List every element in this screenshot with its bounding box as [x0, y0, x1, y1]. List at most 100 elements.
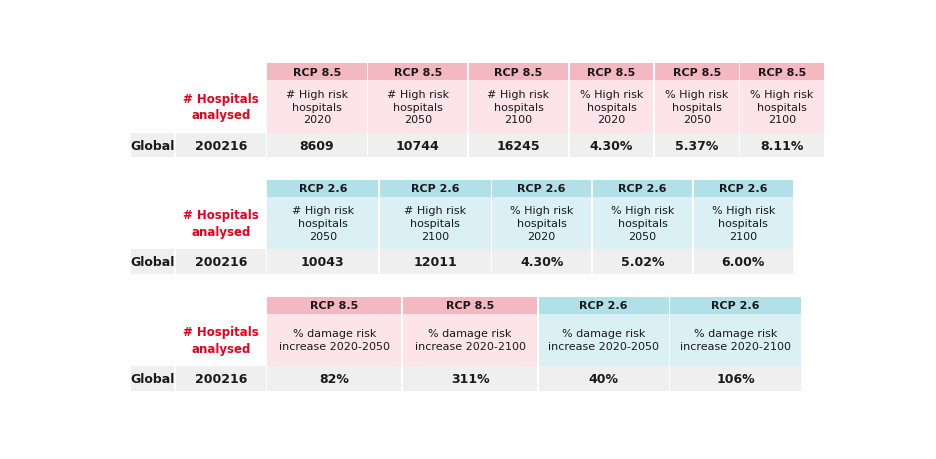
Bar — [368, 64, 467, 81]
Bar — [538, 314, 669, 366]
Bar — [131, 366, 174, 391]
Text: % damage risk
increase 2020-2050: % damage risk increase 2020-2050 — [548, 329, 659, 352]
Text: 12011: 12011 — [414, 255, 457, 268]
Text: RCP 2.6: RCP 2.6 — [719, 184, 768, 194]
Bar — [176, 314, 266, 366]
Bar — [694, 250, 793, 274]
Text: # High risk
hospitals
2050: # High risk hospitals 2050 — [292, 206, 354, 241]
Bar — [368, 134, 467, 158]
Text: % damage risk
increase 2020-2100: % damage risk increase 2020-2100 — [415, 329, 525, 352]
Text: 106%: 106% — [716, 372, 754, 385]
Text: % damage risk
increase 2020-2050: % damage risk increase 2020-2050 — [279, 329, 390, 352]
Bar — [592, 250, 692, 274]
Text: % High risk
hospitals
2050: % High risk hospitals 2050 — [611, 206, 674, 241]
Bar — [380, 180, 490, 197]
Bar — [131, 250, 174, 274]
Bar — [176, 297, 266, 314]
Bar — [403, 297, 537, 314]
Bar — [268, 197, 378, 250]
Bar — [469, 64, 568, 81]
Text: 8609: 8609 — [300, 139, 334, 152]
Bar — [268, 64, 367, 81]
Text: 200216: 200216 — [195, 255, 247, 268]
Text: RCP 8.5: RCP 8.5 — [758, 68, 806, 78]
Bar — [176, 81, 266, 134]
Text: 6.00%: 6.00% — [722, 255, 765, 268]
Text: Global: Global — [130, 372, 175, 385]
Text: Global: Global — [130, 255, 175, 268]
Bar — [694, 180, 793, 197]
Text: RCP 8.5: RCP 8.5 — [587, 68, 636, 78]
Bar — [268, 314, 402, 366]
Text: 5.37%: 5.37% — [675, 139, 719, 152]
Text: # High risk
hospitals
2020: # High risk hospitals 2020 — [285, 90, 348, 125]
Text: % High risk
hospitals
2020: % High risk hospitals 2020 — [510, 206, 574, 241]
Bar — [380, 197, 490, 250]
Text: Global: Global — [130, 139, 175, 152]
Bar — [670, 366, 800, 391]
Bar — [176, 64, 266, 81]
Bar — [268, 250, 378, 274]
Text: 82%: 82% — [319, 372, 349, 385]
Text: 8.11%: 8.11% — [760, 139, 804, 152]
Text: # Hospitals
analysed: # Hospitals analysed — [183, 93, 258, 122]
Text: RCP 2.6: RCP 2.6 — [411, 184, 460, 194]
Text: RCP 8.5: RCP 8.5 — [310, 301, 358, 311]
Text: 4.30%: 4.30% — [590, 139, 633, 152]
Text: # Hospitals
analysed: # Hospitals analysed — [183, 325, 258, 355]
Bar — [694, 197, 793, 250]
Text: RCP 2.6: RCP 2.6 — [618, 184, 666, 194]
Text: RCP 8.5: RCP 8.5 — [393, 68, 442, 78]
Bar — [469, 81, 568, 134]
Text: # High risk
hospitals
2050: # High risk hospitals 2050 — [387, 90, 448, 125]
Text: # High risk
hospitals
2100: # High risk hospitals 2100 — [488, 90, 549, 125]
Text: RCP 2.6: RCP 2.6 — [711, 301, 760, 311]
Bar — [670, 314, 800, 366]
Text: % High risk
hospitals
2050: % High risk hospitals 2050 — [665, 90, 728, 125]
Text: RCP 2.6: RCP 2.6 — [579, 301, 628, 311]
Bar — [492, 250, 592, 274]
Text: 311%: 311% — [451, 372, 490, 385]
Bar — [268, 297, 402, 314]
Text: 4.30%: 4.30% — [520, 255, 563, 268]
Text: 5.02%: 5.02% — [621, 255, 665, 268]
Bar — [403, 314, 537, 366]
Bar — [492, 197, 592, 250]
Bar — [740, 64, 824, 81]
Text: # Hospitals
analysed: # Hospitals analysed — [183, 209, 258, 238]
Bar — [592, 197, 692, 250]
Bar — [538, 297, 669, 314]
Bar — [403, 366, 537, 391]
Text: 10744: 10744 — [396, 139, 440, 152]
Bar — [176, 366, 266, 391]
Bar — [592, 180, 692, 197]
Text: 200216: 200216 — [195, 372, 247, 385]
Bar — [368, 81, 467, 134]
Text: RCP 2.6: RCP 2.6 — [299, 184, 347, 194]
Bar — [740, 81, 824, 134]
Bar — [176, 197, 266, 250]
Text: RCP 2.6: RCP 2.6 — [518, 184, 566, 194]
Bar — [538, 366, 669, 391]
Bar — [131, 134, 174, 158]
Bar — [655, 81, 739, 134]
Text: % High risk
hospitals
2100: % High risk hospitals 2100 — [751, 90, 813, 125]
Bar — [492, 180, 592, 197]
Text: RCP 8.5: RCP 8.5 — [494, 68, 543, 78]
Text: # High risk
hospitals
2100: # High risk hospitals 2100 — [404, 206, 466, 241]
Bar — [268, 366, 402, 391]
Bar — [655, 134, 739, 158]
Bar — [268, 180, 378, 197]
Bar — [176, 180, 266, 197]
Bar — [570, 64, 653, 81]
Bar — [176, 134, 266, 158]
Bar — [655, 64, 739, 81]
Text: RCP 8.5: RCP 8.5 — [446, 301, 494, 311]
Bar — [380, 250, 490, 274]
Bar — [176, 250, 266, 274]
Bar — [570, 81, 653, 134]
Text: % damage risk
increase 2020-2100: % damage risk increase 2020-2100 — [680, 329, 791, 352]
Bar — [268, 81, 367, 134]
Bar — [670, 297, 800, 314]
Text: 40%: 40% — [589, 372, 619, 385]
